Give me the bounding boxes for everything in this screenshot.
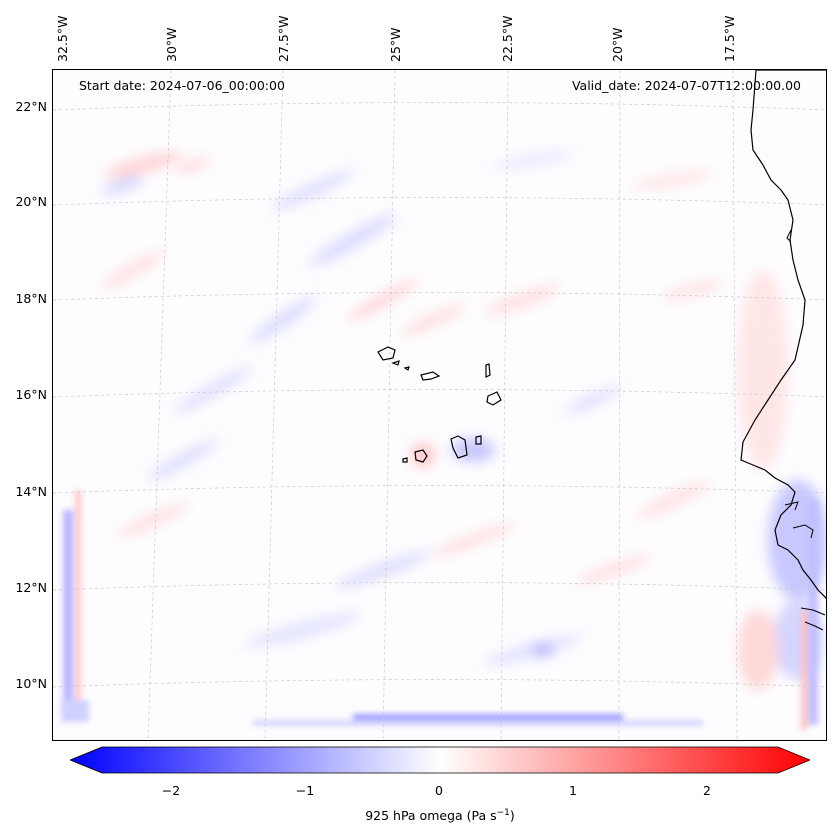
lat-label-16n: 16°N [15,387,47,402]
cape-verde-islands [377,346,502,463]
lat-label-12n: 12°N [15,580,47,595]
lat-label-14n: 14°N [15,484,47,499]
lat-label-18n: 18°N [15,291,47,306]
coast-details [784,229,826,631]
lon-label-22-5w: 22.5°W [500,15,515,62]
colorbar [68,746,812,778]
graticule [53,70,826,740]
lon-label-25w: 25°W [388,27,403,62]
colorbar-gradient [68,746,812,774]
colorbar-tick-neg2: −2 [161,783,181,798]
start-date-label: Start date: 2024-07-06_00:00:00 [79,78,285,93]
lon-label-27-5w: 27.5°W [276,15,291,62]
colorbar-tick-neg1: −1 [295,783,315,798]
lon-label-17-5w: 17.5°W [722,15,737,62]
colorbar-tick-1: 1 [569,783,577,798]
lat-label-10n: 10°N [15,676,47,691]
lon-label-32-5w: 32.5°W [55,15,70,62]
africa-coastline [740,70,826,599]
lat-label-22n: 22°N [15,99,47,114]
omega-patches [102,151,826,690]
omega-field [53,70,826,740]
map-panel[interactable] [52,69,827,741]
lon-label-30w: 30°W [164,27,179,62]
colorbar-label: 925 hPa omega (Pa s−1) [365,808,515,824]
colorbar-tick-2: 2 [703,783,711,798]
valid-date-label: Valid_date: 2024-07-07T12:00:00.00 [571,78,801,93]
lat-label-20n: 20°N [15,194,47,209]
lon-label-20w: 20°W [610,27,625,62]
colorbar-tick-0: 0 [435,783,443,798]
boundary-bands [61,490,818,730]
